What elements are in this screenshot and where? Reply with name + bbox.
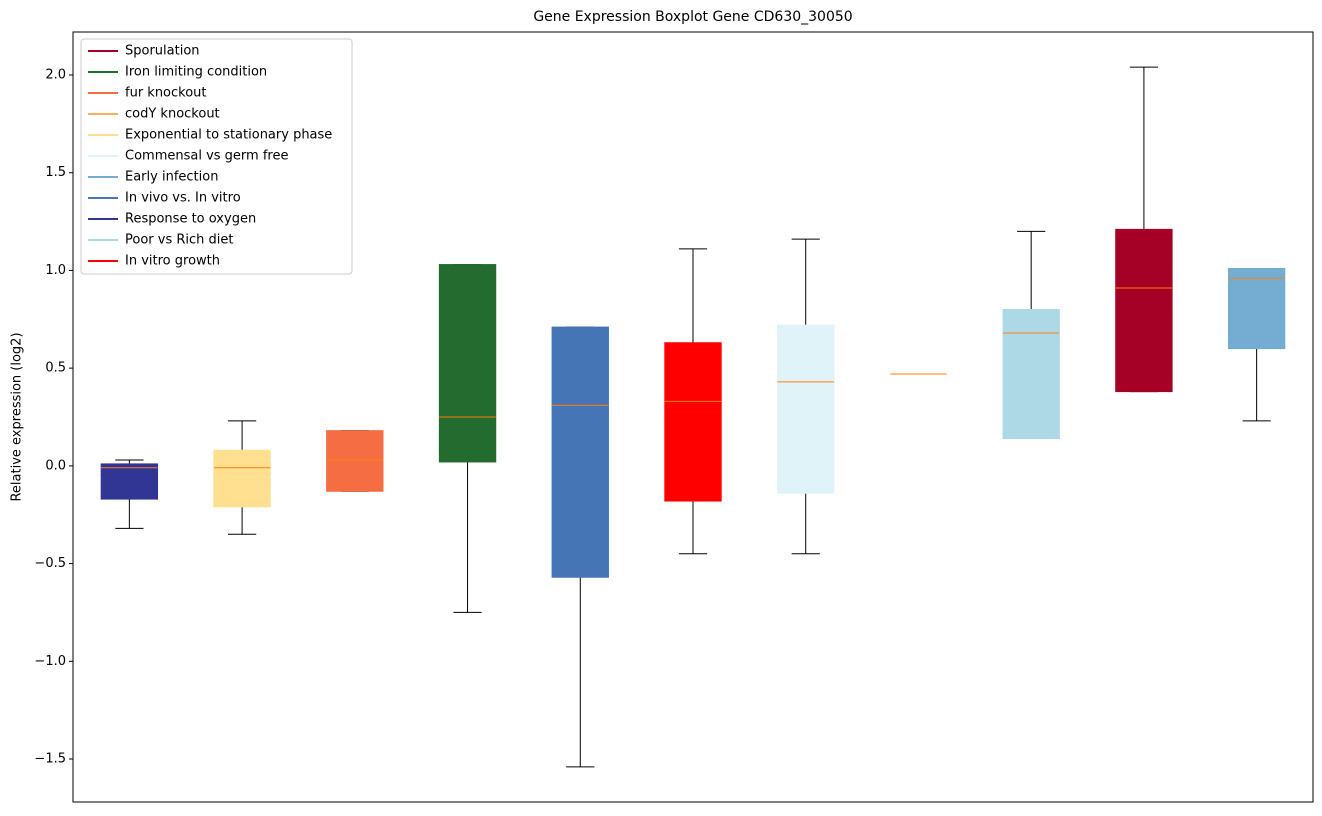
box: [213, 449, 271, 508]
legend-frame: [80, 38, 353, 275]
y-tick-label: 1.0: [45, 263, 66, 278]
legend-label: Iron limiting condition: [125, 65, 267, 80]
y-tick-label: 0.0: [45, 458, 66, 473]
box: [1002, 309, 1060, 439]
box: [1227, 267, 1286, 350]
box: [1115, 228, 1173, 393]
legend-label: Response to oxygen: [125, 212, 256, 227]
legend-label: Early infection: [125, 170, 218, 185]
legend-label: fur knockout: [125, 86, 207, 101]
legend: Sporulation Iron limiting condition fur kn…: [80, 38, 353, 275]
y-axis-label: Relative expression (log2): [10, 332, 25, 501]
legend-label: Exponential to stationary phase: [125, 128, 332, 143]
y-tick-label: −0.5: [34, 556, 66, 571]
box: [664, 342, 722, 502]
y-tick-label: −1.5: [34, 752, 66, 767]
y-tick-label: −1.0: [34, 654, 66, 669]
box: [326, 430, 384, 492]
legend-label: Sporulation: [125, 44, 200, 59]
chart-title: Gene Expression Boxplot Gene CD630_30050: [533, 9, 852, 25]
y-tick-label: 1.5: [45, 165, 66, 180]
legend-label: codY knockout: [125, 107, 220, 122]
legend-label: In vivo vs. In vitro: [125, 191, 241, 206]
legend-label: In vitro growth: [125, 254, 220, 269]
box: [777, 324, 835, 494]
box: [100, 463, 159, 500]
y-tick-label: 0.5: [45, 361, 66, 376]
legend-label: Commensal vs germ free: [125, 149, 288, 164]
box: [438, 264, 497, 463]
box: [551, 326, 609, 578]
legend-label: Poor vs Rich diet: [125, 233, 233, 248]
y-tick-label: 2.0: [45, 67, 66, 82]
plot-frame: [72, 31, 1314, 803]
